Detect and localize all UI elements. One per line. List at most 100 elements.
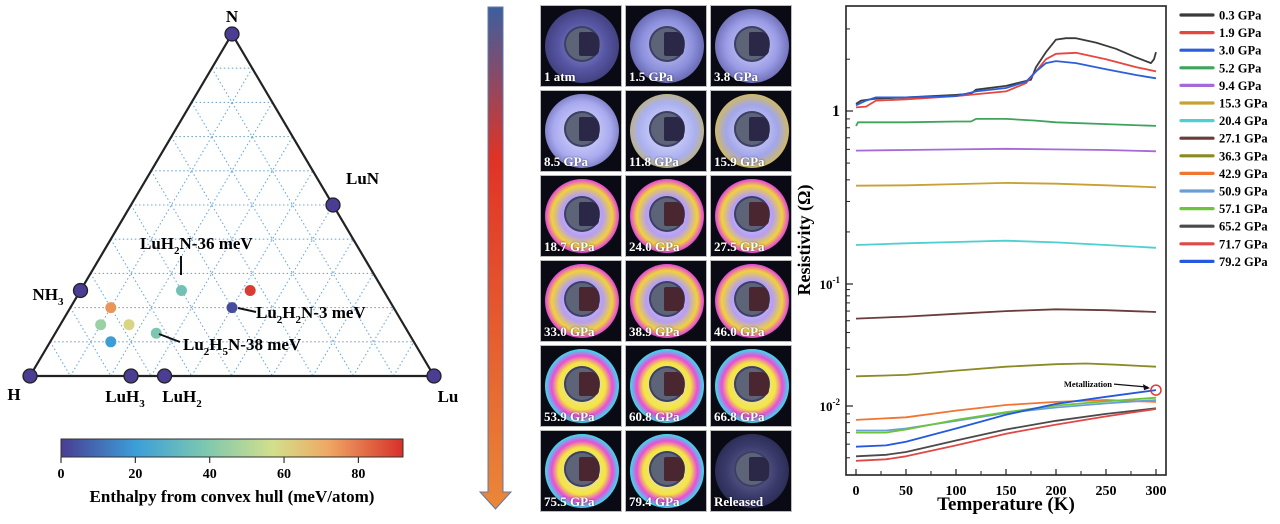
series-line [855, 147, 1157, 153]
photo-pressure-label: 24.0 GPa [629, 239, 680, 254]
phase-label: N [226, 7, 239, 26]
metastable-phase-point [150, 327, 162, 339]
sample-dark-region [579, 202, 599, 226]
phase-label: LuH3 [105, 387, 145, 410]
legend-item: 9.4 GPa [1179, 79, 1262, 93]
grid-line [130, 204, 233, 377]
sample-dark-region [749, 117, 769, 141]
stable-phase-point [426, 368, 442, 384]
legend: 0.3 GPa 1.9 GPa 3.0 GPa 5.2 GPa 9.4 GPa 15.3 … [1179, 9, 1268, 269]
legend-item: 3.0 GPa [1179, 44, 1262, 58]
pressure-photo: 27.5 GPa [710, 175, 792, 257]
pressure-photo: 1 atm [540, 5, 622, 87]
grid-line [211, 67, 395, 377]
metallization-marker [1150, 384, 1162, 396]
grid-line [393, 341, 415, 377]
legend-label: 36.3 GPa [1219, 149, 1268, 163]
legend-item: 65.2 GPa [1179, 220, 1268, 234]
phase-annotation: Lu2H2N-3 meV [256, 303, 366, 326]
legend-label: 15.3 GPa [1219, 97, 1268, 111]
legend-label: 57.1 GPa [1219, 202, 1268, 216]
series-line [855, 118, 1157, 127]
legend-label: 42.9 GPa [1219, 167, 1268, 181]
photo-pressure-label: 38.9 GPa [629, 324, 680, 339]
metastable-phase-point [123, 319, 135, 331]
photo-pressure-label: 8.5 GPa [544, 154, 589, 169]
photo-pressure-label: 27.5 GPa [714, 239, 765, 254]
sample-dark-region [664, 117, 684, 141]
legend-item: 5.2 GPa [1179, 61, 1262, 75]
phase-label: LuN [346, 169, 380, 188]
grid-line [110, 238, 193, 377]
series-line [855, 408, 1157, 462]
x-tick-label: 0 [853, 484, 860, 499]
pressure-photo: 1.5 GPa [625, 5, 707, 87]
phase-label: NH3 [33, 285, 65, 308]
legend-item: 27.1 GPa [1179, 132, 1268, 146]
photo-pressure-label: 66.8 GPa [714, 409, 765, 424]
sample-dark-region [579, 372, 599, 396]
pressure-photo: 15.9 GPa [710, 90, 792, 172]
sample-dark-region [579, 32, 599, 56]
phase-label: LuH2 [162, 387, 202, 410]
legend-label: 50.9 GPa [1219, 185, 1268, 199]
metastable-phase-point [95, 319, 107, 331]
legend-label: 20.4 GPa [1219, 114, 1268, 128]
annotation-arrow [1113, 383, 1149, 388]
plot-frame [845, 5, 1167, 476]
photo-pressure-label: 1 atm [544, 69, 576, 84]
arrow-head-icon [1143, 384, 1150, 391]
grid-line [191, 102, 354, 377]
legend-label: 65.2 GPa [1219, 220, 1268, 234]
metastable-phase-point [226, 302, 238, 314]
photo-pressure-label: 79.4 GPa [629, 494, 680, 509]
annotation-leader [158, 333, 181, 343]
sample-dark-region [664, 202, 684, 226]
legend-label: 3.0 GPa [1219, 44, 1262, 58]
pressure-photo: 8.5 GPa [540, 90, 622, 172]
legend-label: 71.7 GPa [1219, 237, 1268, 251]
metastable-phase-point [176, 285, 187, 296]
series-line [856, 399, 1157, 432]
legend-item: 0.3 GPa [1179, 9, 1262, 23]
stable-phase-point [72, 282, 89, 299]
pressure-photo: 46.0 GPa [710, 260, 792, 342]
y-tick-label: 1 [832, 103, 840, 120]
series-line [855, 37, 1157, 105]
grid-line [69, 307, 112, 377]
metallization-label: Metallization [1064, 379, 1112, 389]
photo-pressure-label: 53.9 GPa [544, 409, 595, 424]
x-tick-label: 150 [996, 484, 1017, 499]
sample-dark-region [579, 287, 599, 311]
sample-dark-region [664, 287, 684, 311]
photo-pressure-label: 3.8 GPa [714, 69, 759, 84]
photo-pressure-label: 11.8 GPa [629, 154, 679, 169]
sample-dark-region [664, 372, 684, 396]
grid-line [352, 307, 395, 377]
pressure-photo: 24.0 GPa [625, 175, 707, 257]
legend-item: 57.1 GPa [1179, 202, 1268, 216]
ternary-grid [49, 67, 415, 377]
legend-label: 9.4 GPa [1219, 79, 1262, 93]
series-line [856, 396, 1157, 434]
grid-line [231, 204, 334, 377]
grid-line [69, 67, 253, 377]
series-line [855, 407, 1157, 458]
ternary-phase-diagram: N H Lu LuN NH3 LuH3 LuH2 LuH2N-36 meV Lu2H2N-3 m… [7, 7, 458, 506]
colorbar-tick-label: 0 [58, 467, 65, 482]
legend-label: 27.1 GPa [1219, 132, 1268, 146]
pressure-photo: Released [710, 430, 792, 512]
photo-pressure-label: 1.5 GPa [629, 69, 674, 84]
series-line [855, 399, 1157, 421]
phase-label: H [7, 385, 20, 404]
photo-pressure-label: 75.5 GPa [544, 494, 595, 509]
series-line [855, 60, 1157, 107]
y-tick-label: 10-2 [820, 397, 841, 414]
x-tick-label: 300 [1146, 484, 1167, 499]
stable-phase-point [156, 368, 173, 384]
grid-line [110, 102, 273, 377]
legend-label: 5.2 GPa [1219, 61, 1262, 75]
colorbar-gradient [60, 438, 404, 458]
legend-label: 0.3 GPa [1219, 9, 1262, 23]
grid-line [271, 238, 354, 377]
